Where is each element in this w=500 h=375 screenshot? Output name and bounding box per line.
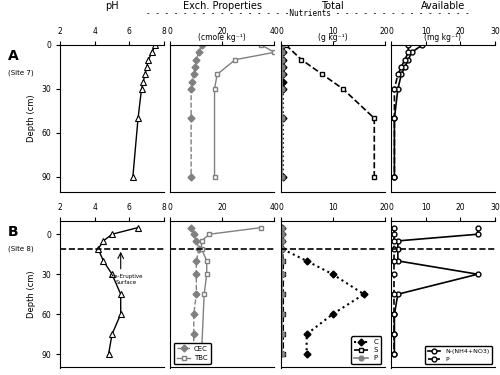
Title: Exch. Properties: Exch. Properties: [183, 1, 262, 11]
Y-axis label: Depth (cm): Depth (cm): [26, 94, 36, 142]
Title: Available: Available: [421, 1, 465, 11]
Text: Pre-Eruptive
Surface: Pre-Eruptive Surface: [109, 274, 142, 285]
Text: (Site 7): (Site 7): [8, 70, 34, 76]
Text: (g kg⁻¹): (g kg⁻¹): [318, 33, 348, 42]
Text: A: A: [8, 50, 18, 63]
Text: (Site 8): (Site 8): [8, 246, 34, 252]
Text: B: B: [8, 225, 18, 239]
Y-axis label: Depth (cm): Depth (cm): [26, 270, 36, 318]
Text: (mg kg⁻¹): (mg kg⁻¹): [424, 33, 462, 42]
Title: pH: pH: [105, 1, 119, 11]
Text: (cmole kg⁻¹): (cmole kg⁻¹): [198, 33, 246, 42]
Text: - - - - - - - - - - - - - - - -Nutrients - - - - - - - - - - - - - - -: - - - - - - - - - - - - - - - -Nutrients…: [146, 9, 469, 18]
Title: Total: Total: [322, 1, 344, 11]
Legend: N-(NH4+NO3), P: N-(NH4+NO3), P: [425, 346, 492, 364]
Legend: CEC, TBC: CEC, TBC: [174, 343, 210, 364]
Legend: C, S, P: C, S, P: [352, 336, 381, 364]
